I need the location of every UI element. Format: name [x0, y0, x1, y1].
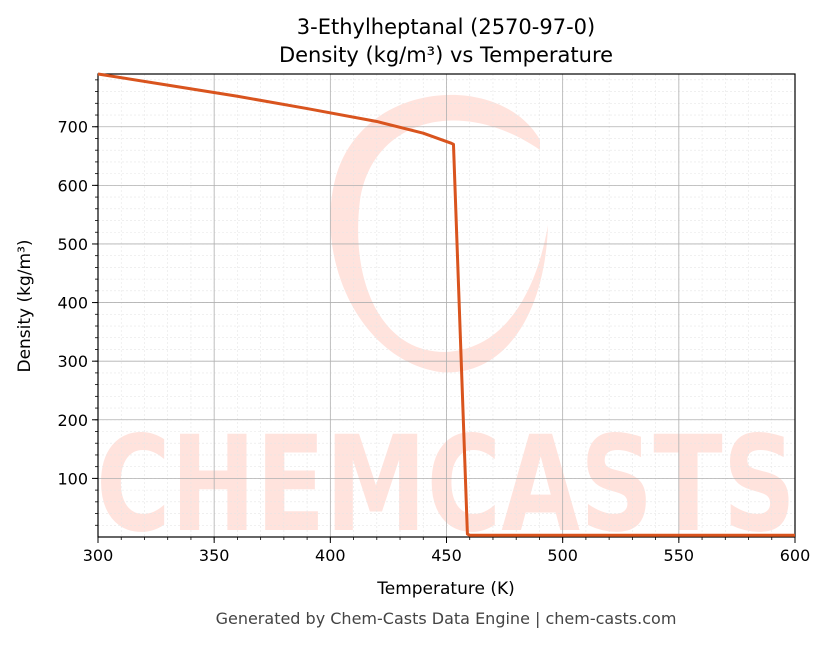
footer-credit: Generated by Chem-Casts Data Engine | ch… — [216, 609, 677, 628]
watermark-logo — [330, 94, 548, 373]
y-tick-label: 700 — [57, 118, 88, 137]
x-axis-label: Temperature (K) — [376, 579, 515, 599]
y-tick-label: 500 — [57, 235, 88, 254]
chart-title-line2: Density (kg/m³) vs Temperature — [279, 43, 613, 67]
x-tick-label: 400 — [315, 546, 346, 565]
y-tick-label: 300 — [57, 352, 88, 371]
watermark: CHEMCASTS — [96, 94, 796, 562]
y-tick-label: 200 — [57, 411, 88, 430]
y-tick-label: 100 — [57, 469, 88, 488]
axes: 300 350 400 450 500 550 600 100 200 300 400 500 600 7… — [57, 73, 811, 565]
x-tick-label: 350 — [199, 546, 230, 565]
x-tick-label: 600 — [780, 546, 811, 565]
chart-title-line1: 3-Ethylheptanal (2570-97-0) — [297, 15, 595, 39]
y-axis-label: Density (kg/m³) — [15, 239, 35, 372]
x-tick-label: 550 — [664, 546, 695, 565]
series-layer — [97, 72, 795, 537]
y-tick-label: 400 — [57, 294, 88, 313]
y-tick-label: 600 — [57, 176, 88, 195]
x-tick-label: 300 — [83, 546, 114, 565]
x-tick-label: 500 — [547, 546, 578, 565]
series-line — [97, 72, 795, 537]
x-tick-label: 450 — [431, 546, 462, 565]
grid — [97, 74, 796, 537]
